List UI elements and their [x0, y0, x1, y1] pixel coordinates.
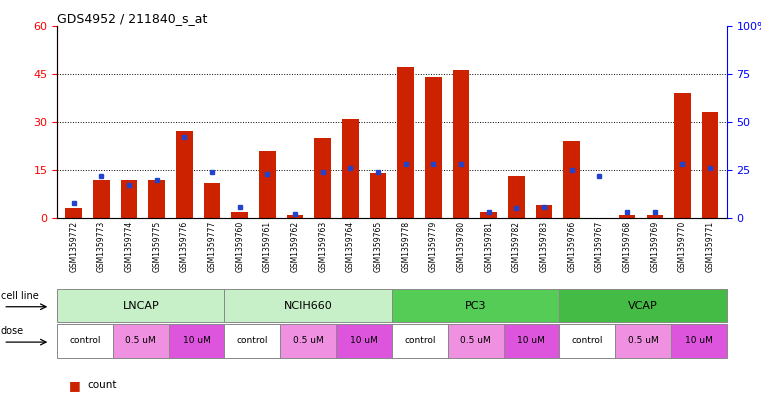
Bar — [314, 138, 331, 218]
Text: control: control — [572, 336, 603, 345]
Text: NCIH660: NCIH660 — [284, 301, 333, 310]
Bar — [93, 180, 110, 218]
Text: GDS4952 / 211840_s_at: GDS4952 / 211840_s_at — [57, 12, 208, 25]
Bar — [231, 212, 248, 218]
Text: 10 uM: 10 uM — [183, 336, 211, 345]
Bar — [121, 180, 137, 218]
Bar — [453, 70, 470, 218]
Text: cell line: cell line — [1, 291, 39, 301]
Bar — [397, 67, 414, 218]
Text: control: control — [237, 336, 268, 345]
Bar — [480, 212, 497, 218]
Bar — [536, 205, 552, 218]
Text: 0.5 uM: 0.5 uM — [460, 336, 491, 345]
Text: 10 uM: 10 uM — [517, 336, 546, 345]
Text: count: count — [88, 380, 117, 390]
Text: control: control — [404, 336, 435, 345]
Bar — [619, 215, 635, 218]
Text: 0.5 uM: 0.5 uM — [628, 336, 658, 345]
Bar — [259, 151, 275, 218]
Bar — [702, 112, 718, 218]
Bar — [176, 131, 193, 218]
Text: 0.5 uM: 0.5 uM — [293, 336, 323, 345]
Bar — [508, 176, 525, 218]
Text: dose: dose — [1, 326, 24, 336]
Bar — [287, 215, 304, 218]
Text: 10 uM: 10 uM — [350, 336, 378, 345]
Text: LNCAP: LNCAP — [123, 301, 159, 310]
Text: control: control — [69, 336, 100, 345]
Bar — [204, 183, 221, 218]
Text: PC3: PC3 — [465, 301, 486, 310]
Bar — [563, 141, 580, 218]
Bar — [148, 180, 165, 218]
Bar — [370, 173, 387, 218]
Text: VCAP: VCAP — [628, 301, 658, 310]
Text: 0.5 uM: 0.5 uM — [126, 336, 156, 345]
Bar — [65, 208, 82, 218]
Bar — [674, 93, 691, 218]
Bar — [342, 119, 358, 218]
Bar — [425, 77, 441, 218]
Text: ■: ■ — [68, 378, 80, 392]
Bar — [647, 215, 663, 218]
Text: 10 uM: 10 uM — [685, 336, 713, 345]
